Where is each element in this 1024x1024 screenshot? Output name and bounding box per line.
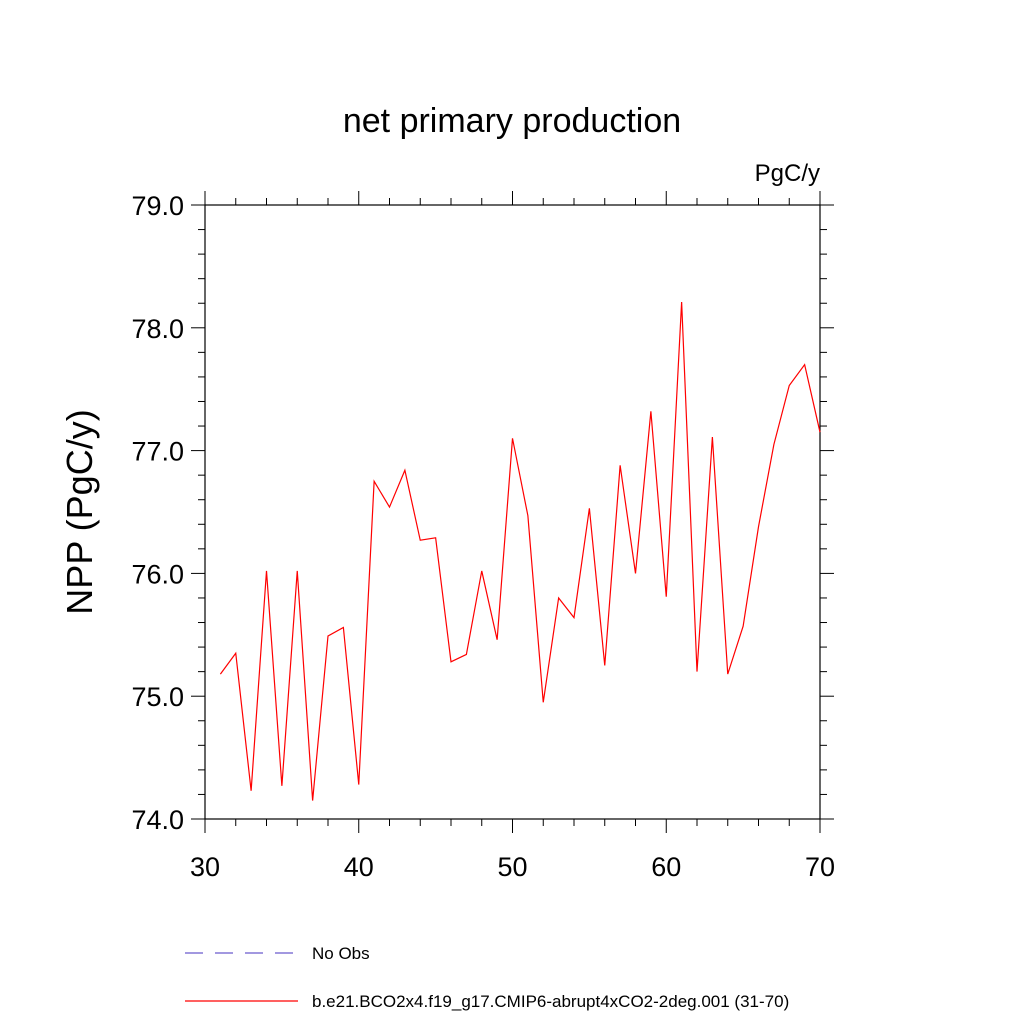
- y-tick-label: 76.0: [131, 559, 184, 589]
- series-line: [219, 301, 821, 801]
- axis-ticks: [191, 191, 834, 833]
- units-label: PgC/y: [755, 160, 820, 187]
- y-tick-label: 77.0: [131, 437, 184, 467]
- legend: No Obs b.e21.BCO2x4.f19_g17.CMIP6-abrupt…: [185, 944, 789, 1011]
- y-tick-label: 74.0: [131, 805, 184, 835]
- plot-frame: [204, 204, 821, 820]
- legend-label-model: b.e21.BCO2x4.f19_g17.CMIP6-abrupt4xCO2-2…: [312, 992, 789, 1011]
- x-tick-label: 50: [497, 852, 527, 882]
- x-tick-label: 30: [190, 852, 220, 882]
- axis-tick-labels: 30 40 50 60 70 74.0 75.0 76.0 77.0 78.0 79.0: [131, 191, 835, 882]
- y-tick-label: 78.0: [131, 314, 184, 344]
- y-tick-label: 75.0: [131, 682, 184, 712]
- series-lines: [219, 301, 821, 801]
- y-tick-label: 79.0: [131, 191, 184, 221]
- x-tick-label: 60: [651, 852, 681, 882]
- chart-title: net primary production: [343, 102, 681, 140]
- legend-label-no-obs: No Obs: [312, 944, 370, 963]
- x-tick-label: 40: [344, 852, 374, 882]
- y-axis-label: NPP (PgC/y): [59, 409, 100, 614]
- x-tick-label: 70: [805, 852, 835, 882]
